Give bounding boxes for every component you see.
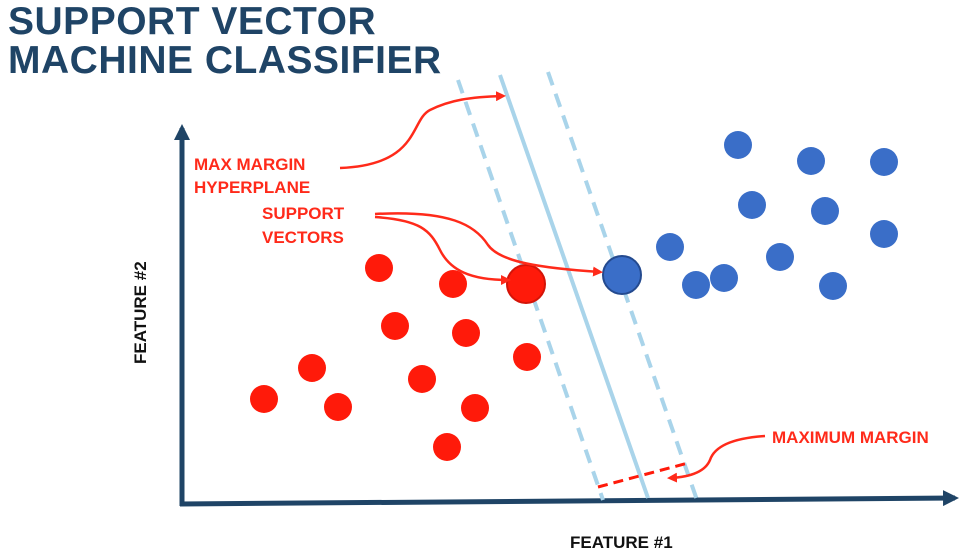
- red-point: [439, 270, 467, 298]
- x-axis-line: [179, 490, 959, 507]
- blue-point: [797, 147, 825, 175]
- title-line-1: SUPPORT VECTOR: [8, 0, 377, 43]
- label-maximum-margin: MAXIMUM MARGIN: [772, 428, 929, 447]
- label-max-margin-hyperplane-1: MAX MARGIN: [194, 155, 305, 174]
- margin-line-left: [456, 79, 605, 501]
- margin-line-right: [546, 71, 699, 501]
- blue-point: [870, 220, 898, 248]
- arrow-annotation-hyperplane: [339, 91, 506, 170]
- red-point: [250, 385, 278, 413]
- blue-class-points: [656, 131, 898, 300]
- blue-point: [811, 197, 839, 225]
- arrow-annotation-support-red: [374, 215, 511, 285]
- red-point: [452, 319, 480, 347]
- title-line-2: MACHINE CLASSIFIER: [8, 39, 442, 82]
- red-point: [324, 393, 352, 421]
- blue-point: [724, 131, 752, 159]
- page-title: SUPPORT VECTOR MACHINE CLASSIFIER: [8, 2, 442, 80]
- red-point: [433, 433, 461, 461]
- label-max-margin-hyperplane-2: HYPERPLANE: [194, 178, 310, 197]
- label-support-vectors-1: SUPPORT: [262, 204, 345, 223]
- red-point: [513, 343, 541, 371]
- red-class-points: [250, 254, 541, 461]
- red-point: [365, 254, 393, 282]
- blue-point: [819, 272, 847, 300]
- hyperplane-line: [498, 74, 650, 499]
- blue-point: [738, 191, 766, 219]
- red-point: [298, 354, 326, 382]
- x-axis-label: FEATURE #1: [570, 533, 673, 552]
- red-point: [461, 394, 489, 422]
- blue-support-vector: [602, 255, 642, 295]
- label-support-vectors-2: VECTORS: [262, 228, 344, 247]
- red-support-vector: [506, 264, 546, 304]
- blue-point: [682, 271, 710, 299]
- y-axis-label: FEATURE #2: [131, 261, 150, 364]
- blue-point: [710, 264, 738, 292]
- red-point: [381, 312, 409, 340]
- blue-point: [766, 243, 794, 271]
- arrow-annotation-max-margin: [667, 434, 766, 483]
- red-point: [408, 365, 436, 393]
- blue-point: [656, 233, 684, 261]
- arrow-annotation-support-blue: [374, 212, 603, 277]
- blue-point: [870, 148, 898, 176]
